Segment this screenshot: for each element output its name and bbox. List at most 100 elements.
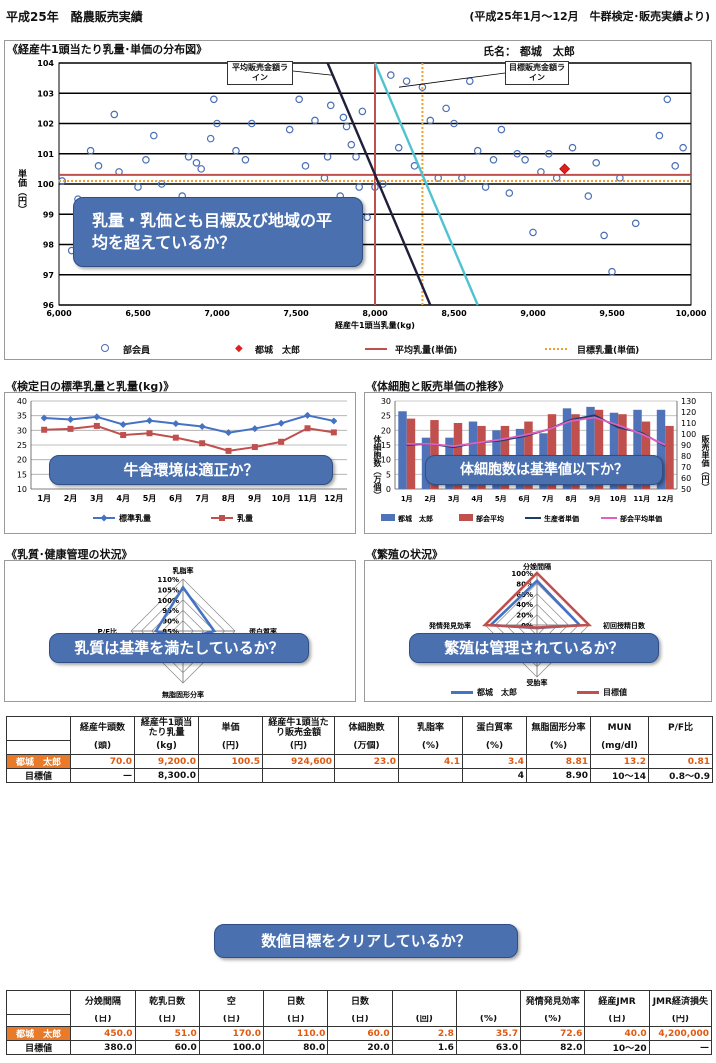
y2-tick-label: 50: [681, 485, 691, 494]
avg-revenue-line: [326, 62, 432, 306]
member-point: [326, 101, 335, 110]
legend-target-swatch: [545, 348, 567, 350]
series-point: [278, 438, 285, 445]
x-tick-label: 5月: [143, 494, 157, 503]
member-point: [679, 143, 687, 152]
owner-name-value: 都城 太郎: [519, 45, 575, 58]
y-tick-label: 103: [37, 89, 54, 98]
table-corner: [6, 740, 71, 755]
series-bar: [398, 411, 407, 489]
table-row-user: 都城 太郎 450.0 51.0 170.0 110.0 60.0 2.8 35.7 72.6 4…: [5, 1026, 713, 1041]
series-line: [44, 414, 335, 434]
radar2-callout: 繁殖は管理されているか？: [409, 633, 659, 663]
member-point: [592, 159, 601, 167]
series-point: [146, 417, 153, 425]
y-tick-label: 25: [17, 441, 27, 450]
legend-label: 乳量: [237, 513, 253, 523]
radar-tick-label: 100%: [157, 597, 179, 605]
table-cell: [334, 768, 399, 783]
member-point: [142, 156, 150, 164]
column-header: [391, 990, 457, 1015]
series-bar: [656, 409, 666, 489]
y-tick-label: 98: [43, 241, 55, 250]
radar-axis-label: 受胎率: [527, 678, 548, 687]
member-point: [521, 156, 529, 164]
radar-tick-label: 60%: [516, 591, 533, 599]
table-cell: 100.5: [198, 754, 263, 769]
member-point: [323, 152, 332, 161]
series-point: [119, 420, 127, 428]
column-header: 発情発見効率: [520, 990, 586, 1015]
column-header: 乳脂率: [398, 716, 463, 741]
y2-tick-label: 80: [681, 452, 691, 461]
table-cell: [262, 768, 335, 783]
column-header: 無脂固形分率: [526, 716, 591, 741]
y2-tick-label: 90: [681, 441, 691, 450]
row-label: 都城 太郎: [5, 1026, 72, 1041]
legend-label: 標準乳量: [119, 513, 151, 523]
x-tick-label: 10月: [272, 494, 291, 503]
y-tick-label: 20: [381, 426, 391, 435]
column-unit: [648, 740, 713, 755]
y-tick-label: 35: [17, 412, 27, 421]
member-point: [213, 119, 221, 128]
series-point: [304, 411, 311, 419]
table-cell: 110.0: [263, 1026, 329, 1041]
radar-tick-label: 85%: [162, 628, 179, 636]
series-point: [304, 425, 311, 432]
member-point: [339, 113, 348, 122]
radar2-legend-user-swatch: [451, 691, 473, 694]
annotation-avg-line: 平均販売金額ライン: [227, 61, 293, 85]
table-cell: 63.0: [455, 1040, 522, 1055]
series-bar: [571, 414, 580, 489]
y-tick-label: 101: [37, 150, 54, 159]
y-tick-label: 96: [43, 301, 55, 310]
x-tick-label: 7月: [542, 495, 554, 503]
member-point: [352, 152, 360, 161]
table-cell: 8,300.0: [134, 768, 199, 783]
member-point: [301, 162, 310, 170]
member-point: [473, 146, 482, 155]
table-cell: 10～20: [584, 1040, 650, 1055]
x-tick-label: 8月: [222, 494, 236, 503]
table-corner: [5, 1014, 72, 1027]
member-point: [608, 267, 616, 276]
column-unit: (日): [134, 1014, 200, 1027]
member-point: [157, 180, 166, 188]
x-tick-label: 9,500: [599, 309, 625, 318]
row-label: 目標値: [5, 1040, 72, 1055]
series-point: [251, 425, 259, 433]
y2-tick-label: 70: [681, 463, 691, 472]
member-point: [513, 149, 522, 158]
radar-tick-label: 40%: [516, 601, 533, 609]
table-unit-row: (日) (日) (日) (日) (日) (回) (%) (%) (日) (円): [5, 1014, 713, 1027]
x-tick-label: 3月: [90, 494, 104, 503]
column-unit: (日): [584, 1014, 650, 1027]
member-point: [134, 183, 142, 191]
y-tick-label: 30: [17, 426, 27, 435]
line-chart-panel: 10 15 20 25 30 35 40 1月 2月 3月 4月 5月 6月 7月 8月 9月 10月 11月 12…: [4, 392, 356, 534]
y2-tick-label: 120: [681, 408, 696, 417]
column-header: MUN: [590, 716, 649, 741]
member-point: [86, 146, 95, 155]
table-cell: —: [70, 768, 135, 783]
column-unit: (%): [455, 1014, 522, 1027]
radar-tick-label: 95%: [162, 607, 179, 615]
scatter-callout: 乳量・乳価とも目標及び地域の平均を超えているか？: [73, 197, 363, 267]
x-tick-label: 11月: [633, 495, 650, 503]
table-cell: 4,200,000: [648, 1026, 713, 1041]
column-header: 分娩間隔: [70, 990, 136, 1015]
series-point: [172, 434, 179, 441]
column-header: 空: [198, 990, 265, 1015]
y2-tick-label: 130: [681, 397, 696, 406]
x-tick-label: 10,000: [676, 309, 707, 318]
series-point: [120, 432, 127, 439]
member-point: [206, 134, 215, 143]
series-point: [67, 425, 74, 432]
member-point: [58, 177, 66, 185]
data-source: (平成25年1月～12月 牛群検定･販売実績より): [469, 10, 710, 23]
table-cell: [398, 768, 463, 783]
radar-axis-label: P/F比: [98, 627, 117, 636]
series-point: [251, 444, 258, 451]
table-cell: 23.0: [334, 754, 399, 769]
